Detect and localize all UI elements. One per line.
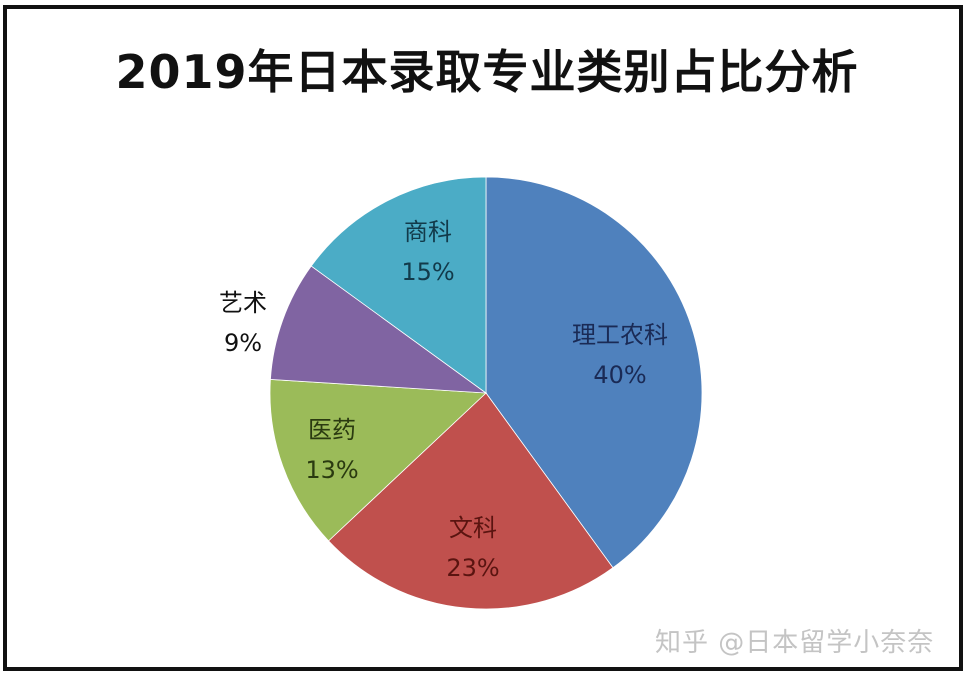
watermark: 知乎 @日本留学小奈奈 — [655, 628, 935, 658]
slice-percent: 13% — [305, 456, 359, 484]
pie-slice — [485, 176, 703, 569]
slice-label-arts: 艺术 9% — [219, 283, 267, 363]
slice-name: 文科 — [449, 514, 497, 542]
slice-name: 艺术 — [219, 289, 267, 317]
slice-name: 理工农科 — [572, 321, 668, 349]
chart-title: 2019年日本录取专业类别占比分析 — [115, 45, 859, 99]
pie-slice — [327, 392, 614, 610]
slice-label-business: 商科 15% — [401, 212, 454, 292]
slice-percent: 9% — [223, 329, 263, 357]
pie-slice — [269, 379, 487, 542]
slice-percent: 15% — [401, 258, 455, 286]
slice-percent: 23% — [446, 554, 500, 582]
slice-label-medicine: 医药 13% — [305, 410, 358, 490]
pie-slice — [310, 176, 487, 394]
slice-label-humanities: 文科 23% — [446, 508, 499, 588]
slice-name: 商科 — [404, 218, 452, 246]
slice-name: 医药 — [308, 416, 356, 444]
slice-label-science: 理工农科 40% — [572, 315, 668, 395]
slice-percent: 40% — [593, 361, 647, 389]
pie-slice — [270, 265, 488, 394]
